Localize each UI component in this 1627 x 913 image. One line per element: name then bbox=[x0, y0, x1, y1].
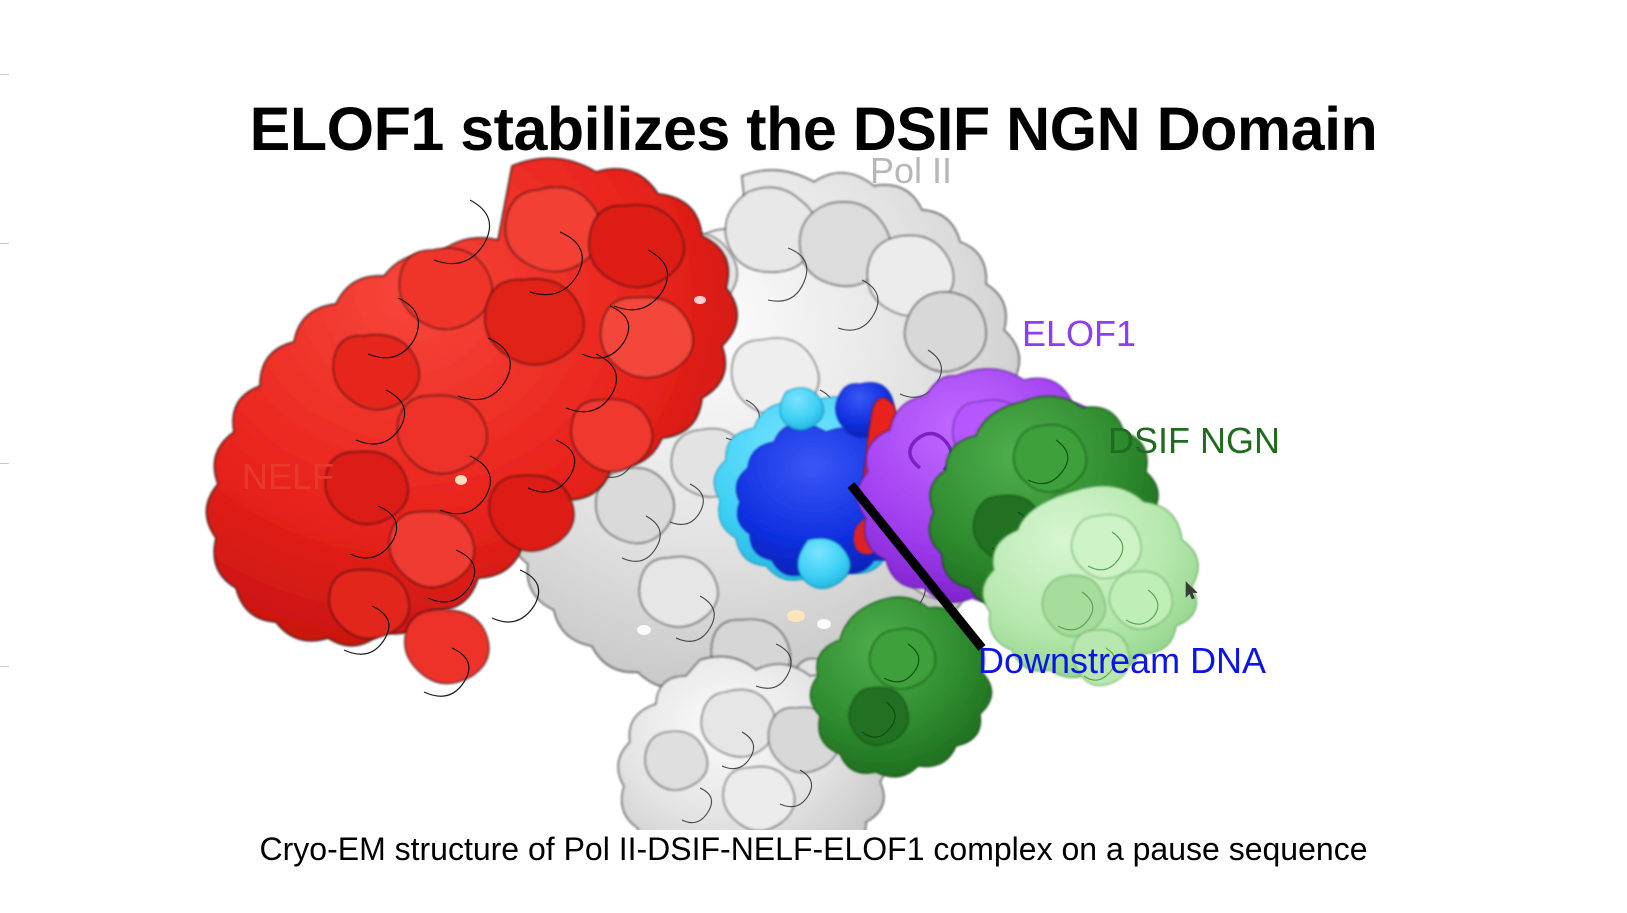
annotation-nelf: NELF bbox=[242, 456, 335, 497]
slide-title: ELOF1 stabilizes the DSIF NGN Domain bbox=[249, 94, 1378, 163]
frame-edge-tick bbox=[0, 243, 9, 244]
dsif-ngn-density bbox=[809, 395, 1199, 778]
slide-caption: Cryo-EM structure of Pol II-DSIF-NELF-EL… bbox=[259, 831, 1368, 867]
cryoem-figure bbox=[0, 140, 1627, 891]
mouse-cursor-icon bbox=[1185, 581, 1198, 600]
frame-edge-tick bbox=[0, 463, 9, 464]
cryoem-density-map bbox=[205, 157, 1199, 891]
annotation-elof1: ELOF1 bbox=[1022, 313, 1137, 354]
frame-edge-tick bbox=[0, 74, 9, 75]
downstream-dna-leader-line bbox=[847, 482, 986, 651]
frame-edge-tick bbox=[0, 666, 9, 667]
annotation-dsif-ngn: DSIF NGN bbox=[1108, 420, 1281, 461]
annotation-pol-ii: Pol II bbox=[870, 150, 953, 191]
nelf-density bbox=[205, 157, 831, 697]
annotation-downstream-dna: Downstream DNA bbox=[978, 640, 1267, 681]
